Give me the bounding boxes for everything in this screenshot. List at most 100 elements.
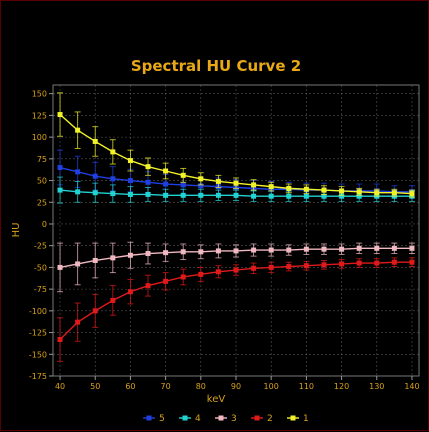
data-point — [409, 191, 415, 197]
x-tick-label: 100 — [264, 382, 279, 391]
data-point — [268, 247, 274, 253]
legend-item-4[interactable]: 4 — [179, 414, 201, 424]
series-3 — [57, 241, 415, 293]
data-point — [286, 185, 292, 191]
data-point — [233, 180, 239, 186]
data-point — [75, 169, 81, 175]
data-point — [215, 178, 221, 184]
data-point — [92, 308, 98, 314]
data-point — [339, 261, 345, 267]
x-tick-label: 110 — [299, 382, 314, 391]
data-point — [163, 192, 169, 198]
data-point — [286, 247, 292, 253]
y-tick-label: 0 — [42, 220, 47, 229]
data-point — [215, 192, 221, 198]
x-tick-label: 60 — [125, 382, 135, 391]
legend-label: 4 — [195, 414, 201, 424]
data-point — [110, 297, 116, 303]
data-point — [303, 193, 309, 199]
x-axis-ticks: 40 50 60 70 80 90 100 110 120 130 140 — [55, 376, 420, 391]
data-point — [391, 190, 397, 196]
series-2 — [57, 257, 415, 362]
y-tick-label: -50 — [34, 263, 47, 272]
data-point — [356, 193, 362, 199]
legend-swatch-marker — [146, 415, 152, 421]
x-tick-label: 130 — [369, 382, 384, 391]
data-point — [180, 182, 186, 188]
data-point — [339, 188, 345, 194]
data-point — [75, 189, 81, 195]
legend-item-5[interactable]: 5 — [143, 414, 165, 424]
legend-item-3[interactable]: 3 — [215, 414, 237, 424]
data-point — [92, 173, 98, 179]
data-point — [127, 191, 133, 197]
data-point — [391, 245, 397, 251]
data-point — [110, 191, 116, 197]
data-point — [356, 245, 362, 251]
data-point — [163, 181, 169, 187]
legend-item-1[interactable]: 1 — [287, 414, 309, 424]
data-point — [163, 250, 169, 256]
data-point — [268, 193, 274, 199]
data-point — [110, 255, 116, 261]
data-point — [268, 264, 274, 270]
legend-label: 2 — [267, 414, 273, 424]
data-point — [145, 179, 151, 185]
data-point — [57, 337, 63, 343]
data-point — [215, 248, 221, 254]
grid — [53, 85, 419, 377]
series-1 — [57, 92, 415, 198]
data-point — [57, 165, 63, 171]
data-point — [127, 252, 133, 258]
y-tick-label: 75 — [37, 155, 47, 164]
legend-swatch-marker — [290, 415, 296, 421]
y-tick-label: -25 — [34, 242, 47, 251]
data-point — [198, 249, 204, 255]
data-point — [180, 192, 186, 198]
data-point — [75, 127, 81, 133]
legend-label: 5 — [159, 414, 165, 424]
x-tick-label: 120 — [334, 382, 349, 391]
data-point — [286, 264, 292, 270]
y-tick-label: -175 — [29, 372, 47, 381]
data-point — [374, 190, 380, 196]
data-point — [339, 193, 345, 199]
data-point — [374, 260, 380, 266]
x-tick-label: 90 — [231, 382, 241, 391]
data-point — [268, 184, 274, 190]
y-tick-label: 125 — [32, 111, 47, 120]
data-point — [321, 262, 327, 268]
data-point — [92, 257, 98, 263]
y-tick-label: -150 — [29, 350, 47, 359]
data-point — [180, 172, 186, 178]
x-tick-label: 80 — [196, 382, 206, 391]
data-point — [57, 187, 63, 193]
data-point — [251, 265, 257, 271]
legend-label: 3 — [231, 414, 237, 424]
data-point — [92, 138, 98, 144]
data-point — [92, 190, 98, 196]
x-axis-label: keV — [207, 394, 226, 405]
y-tick-label: -100 — [29, 307, 47, 316]
x-tick-label: 70 — [161, 382, 171, 391]
y-axis-label: HU — [11, 223, 22, 238]
data-point — [198, 183, 204, 189]
y-tick-label: 100 — [32, 133, 47, 142]
x-tick-label: 50 — [90, 382, 100, 391]
legend[interactable]: 5 4 3 2 1 — [143, 414, 309, 424]
legend-item-2[interactable]: 2 — [251, 414, 273, 424]
legend-swatch-marker — [218, 415, 224, 421]
data-point — [303, 263, 309, 269]
legend-label: 1 — [303, 414, 309, 424]
data-point — [145, 191, 151, 197]
data-point — [251, 182, 257, 188]
data-point — [163, 168, 169, 174]
data-point — [356, 260, 362, 266]
data-point — [251, 247, 257, 253]
data-point — [409, 245, 415, 251]
data-point — [339, 246, 345, 252]
y-tick-label: 50 — [37, 177, 47, 186]
chart-title: Spectral HU Curve 2 — [131, 57, 301, 75]
